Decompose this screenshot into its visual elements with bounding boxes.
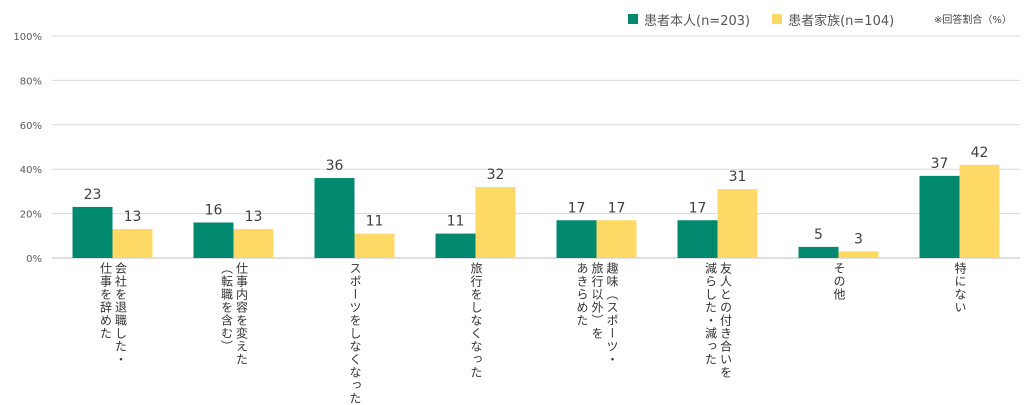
data-label: 36: [326, 158, 344, 174]
y-tick-label: 0%: [26, 254, 42, 265]
bar: [717, 189, 758, 258]
bar: [959, 164, 1000, 258]
y-tick-label: 80%: [20, 76, 42, 87]
response-ratio-note: ※回答割合（%）: [934, 15, 1012, 26]
data-label: 31: [729, 169, 747, 185]
data-label: 11: [366, 214, 384, 230]
legend-swatch-patient: [628, 14, 638, 24]
data-label: 11: [447, 214, 465, 230]
legend-item-family: 患者家族(n=104): [772, 10, 894, 29]
legend-label-patient: 患者本人(n=203): [644, 13, 751, 29]
category-label: 友人との付き合いを 減らした・減った: [703, 262, 733, 379]
category-label: 特にない: [953, 262, 967, 314]
data-label: 13: [124, 209, 142, 225]
category-label: 仕事内容を変えた （転職を含む）: [219, 262, 249, 366]
data-label: 17: [568, 200, 586, 216]
category-label: 会社を退職した・ 仕事を辞めた: [98, 262, 128, 366]
data-label: 42: [971, 145, 989, 161]
bar: [838, 251, 879, 258]
data-label: 17: [608, 200, 626, 216]
bar: [919, 175, 960, 258]
y-tick-label: 100%: [13, 32, 42, 43]
bar: [314, 178, 355, 258]
data-label: 5: [814, 227, 823, 243]
category-label: その他: [832, 262, 846, 301]
bar: [72, 206, 113, 258]
legend-item-patient: 患者本人(n=203): [628, 10, 750, 29]
bar: [475, 186, 516, 258]
category-label: 旅行をしなくなった: [469, 262, 483, 379]
bar: [354, 233, 395, 258]
y-tick-label: 20%: [20, 210, 42, 221]
legend: 患者本人(n=203) 患者家族(n=104): [628, 10, 916, 29]
bar: [556, 220, 597, 258]
y-tick-label: 40%: [20, 165, 42, 176]
data-label: 37: [931, 156, 949, 172]
legend-swatch-family: [772, 14, 783, 24]
bar: [193, 222, 234, 258]
data-label: 13: [245, 209, 263, 225]
bar: [798, 246, 839, 258]
data-label: 3: [854, 231, 863, 247]
bar: [233, 229, 274, 258]
bar: [677, 220, 718, 258]
legend-label-family: 患者家族(n=104): [788, 13, 895, 29]
bar: [435, 233, 476, 258]
y-tick-label: 60%: [20, 121, 42, 132]
bar: [596, 220, 637, 258]
category-label: スポーツをしなくなった: [348, 262, 362, 405]
data-label: 23: [84, 187, 102, 203]
data-label: 16: [205, 202, 223, 218]
data-label: 17: [689, 200, 707, 216]
data-label: 32: [487, 167, 505, 183]
category-label: 趣味（スポーツ・ 旅行以外）を あきらめた: [575, 262, 619, 366]
bar: [112, 229, 153, 258]
